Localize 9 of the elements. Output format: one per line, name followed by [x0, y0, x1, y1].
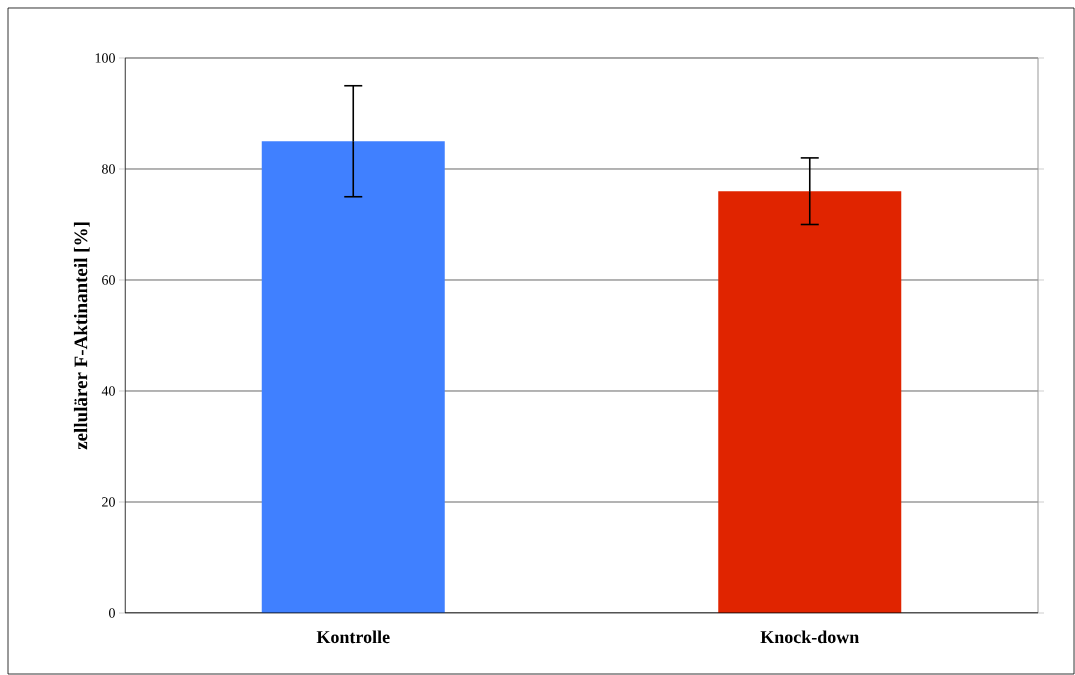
y-tick-label: 40 [101, 386, 115, 396]
x-tick-label: Knock-down [760, 630, 859, 644]
y-tick-label: 100 [95, 53, 115, 63]
x-tick-label: Kontrolle [316, 630, 390, 644]
y-tick-label: 60 [102, 275, 115, 285]
y-axis-title: zellulärer F-Aktinanteil [%] [73, 222, 90, 450]
y-tick-label: 20 [102, 497, 115, 507]
y-tick-label: 0 [109, 608, 115, 618]
y-tick-label: 80 [102, 164, 115, 174]
